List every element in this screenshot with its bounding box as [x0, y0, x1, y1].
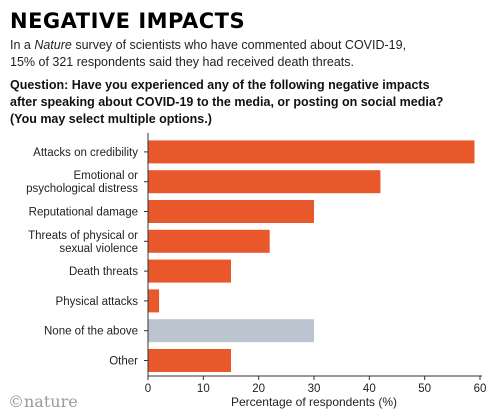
bar-5 — [148, 259, 231, 283]
category-label-8: Other — [109, 356, 138, 368]
subtitle-prefix: In a — [10, 38, 35, 52]
category-label-7: None of the above — [44, 326, 138, 338]
subtitle-line2: 15% of 321 respondents said they had rec… — [10, 55, 354, 69]
bar-7 — [148, 319, 314, 343]
x-tick-label-0: 0 — [145, 383, 151, 395]
category-label-3: Reputational damage — [29, 207, 138, 219]
x-tick-label-60: 60 — [474, 383, 487, 395]
x-tick-label-40: 40 — [363, 383, 376, 395]
category-label-5: Death threats — [69, 266, 138, 278]
bar-8 — [148, 349, 231, 372]
x-tick-label-10: 10 — [197, 383, 210, 395]
category-label-2: Emotional or psychological distress — [26, 170, 138, 195]
x-axis-title: Percentage of respondents (%) — [231, 395, 397, 409]
question-line-2: after speaking about COVID-19 to the med… — [10, 95, 444, 109]
question-line-1: Question: Have you experienced any of th… — [10, 78, 430, 92]
survey-question: Question: Have you experienced any of th… — [10, 77, 495, 128]
subtitle-line1-rest: survey of scientists who have commented … — [71, 38, 407, 52]
category-label-1: Attacks on credibility — [33, 147, 138, 159]
chart-title: NEGATIVE IMPACTS — [10, 9, 246, 33]
x-tick-label-30: 30 — [308, 383, 321, 395]
category-label-6: Physical attacks — [56, 296, 139, 308]
bar-1 — [148, 140, 475, 164]
question-line-3: (You may select multiple options.) — [10, 112, 212, 126]
x-tick-label-50: 50 — [418, 383, 431, 395]
bar-6 — [148, 289, 160, 313]
bar-2 — [148, 170, 381, 194]
chart-subtitle: In a Nature survey of scientists who hav… — [10, 37, 495, 71]
category-label-4: Threats of physical or sexual violence — [28, 230, 138, 255]
nature-logo: ©nature — [8, 392, 78, 411]
bar-3 — [148, 200, 314, 223]
subtitle-journal-name: Nature — [34, 38, 72, 52]
bar-4 — [148, 229, 270, 253]
x-tick-label-20: 20 — [252, 383, 265, 395]
